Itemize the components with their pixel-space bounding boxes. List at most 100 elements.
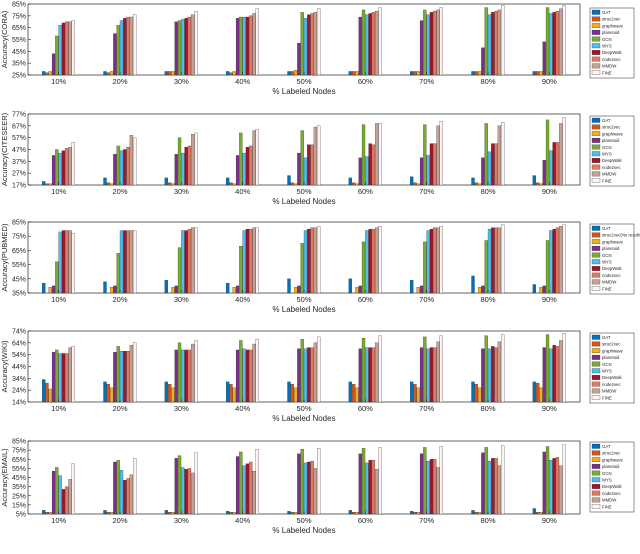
bar: [436, 341, 440, 403]
bar: [226, 177, 230, 186]
legend-swatch: [591, 368, 601, 374]
x-tick-label: 30%: [174, 516, 189, 525]
legend-label: struc2vec: [602, 17, 621, 22]
bar: [423, 9, 427, 76]
bar: [539, 387, 543, 403]
legend-label: GAT: [602, 444, 611, 449]
legend-label: DeepWalk: [602, 158, 623, 163]
bar: [310, 227, 314, 294]
bar: [103, 381, 107, 403]
bar: [45, 72, 49, 76]
bar: [171, 512, 175, 515]
bar: [484, 123, 488, 186]
bar: [116, 253, 120, 294]
bar: [532, 284, 536, 294]
bar: [549, 230, 553, 294]
bar: [61, 22, 66, 76]
y-tick-label: 35%: [12, 61, 26, 68]
legend-label: graphwave: [602, 131, 624, 136]
bar: [352, 71, 356, 76]
y-tick-label: 47%: [12, 147, 26, 154]
bar: [245, 349, 250, 403]
bar: [61, 230, 66, 294]
x-tick-label: 80%: [480, 404, 495, 413]
bar: [194, 340, 198, 403]
y-tick-label: 24%: [12, 388, 26, 395]
legend-swatch: [591, 490, 601, 496]
y-axis-label: Accuracy(EMAIL): [0, 448, 9, 507]
legend-label: DeepWalk: [602, 375, 623, 380]
bar: [426, 348, 430, 403]
y-tick-label: 15%: [12, 502, 26, 509]
y-tick-label: 64%: [12, 340, 26, 347]
bar: [300, 12, 304, 76]
bar: [48, 512, 52, 515]
bar: [426, 14, 430, 76]
legend-swatch: [591, 348, 601, 354]
legend-label: GAT: [602, 335, 611, 340]
bar: [429, 228, 434, 294]
legend-label: planetoid: [602, 355, 620, 360]
bar: [436, 227, 440, 294]
bar: [310, 460, 314, 515]
bar: [419, 347, 424, 403]
legend-swatch: [591, 232, 601, 238]
bar: [252, 470, 256, 515]
x-axis-label: % Labeled Nodes: [272, 414, 335, 423]
bar: [552, 345, 556, 403]
y-tick-label: 27%: [12, 171, 26, 178]
bar: [177, 455, 182, 515]
y-tick-label: 85%: [12, 220, 26, 227]
bar: [491, 346, 495, 403]
bar: [194, 132, 198, 186]
bar: [126, 147, 130, 186]
legend-label: struc2vec: [602, 451, 621, 456]
bar: [494, 458, 498, 515]
legend-swatch: [591, 457, 601, 463]
y-axis-label: Accuracy(CITESEER): [0, 112, 9, 186]
bar: [249, 15, 253, 76]
legend-label: MMDW: [602, 172, 617, 177]
bar: [313, 126, 318, 186]
bar: [113, 352, 117, 403]
bar: [168, 384, 172, 403]
bar: [361, 124, 366, 186]
bar: [164, 280, 168, 294]
bar: [129, 474, 134, 515]
bar: [126, 16, 130, 76]
legend-label: MMDW: [602, 280, 617, 285]
bar: [368, 228, 372, 294]
bar: [48, 183, 52, 186]
x-axis-label: % Labeled Nodes: [272, 87, 335, 96]
bar: [106, 72, 110, 76]
bar: [184, 469, 188, 515]
x-tick-label: 60%: [358, 516, 373, 525]
legend-swatch: [591, 178, 601, 183]
bar: [539, 287, 543, 294]
legend-label: GCN: [602, 471, 612, 476]
bar: [58, 152, 62, 186]
legend-swatch: [591, 239, 601, 245]
bar: [300, 243, 304, 294]
bar: [61, 353, 66, 403]
bar: [174, 458, 178, 515]
legend-swatch: [591, 225, 601, 231]
bar: [48, 71, 52, 76]
bar: [252, 227, 256, 294]
bar: [410, 71, 414, 76]
legend-swatch: [591, 334, 601, 340]
bar: [368, 460, 372, 515]
bar: [436, 9, 440, 76]
bar: [439, 446, 443, 515]
bar: [555, 10, 560, 76]
bar: [226, 282, 230, 294]
bar: [555, 227, 560, 294]
bar: [545, 446, 550, 515]
bar: [164, 71, 168, 76]
x-tick-label: 70%: [419, 77, 434, 86]
bar: [501, 334, 505, 403]
bar: [539, 71, 543, 76]
bar: [378, 447, 382, 515]
bar: [481, 285, 485, 294]
